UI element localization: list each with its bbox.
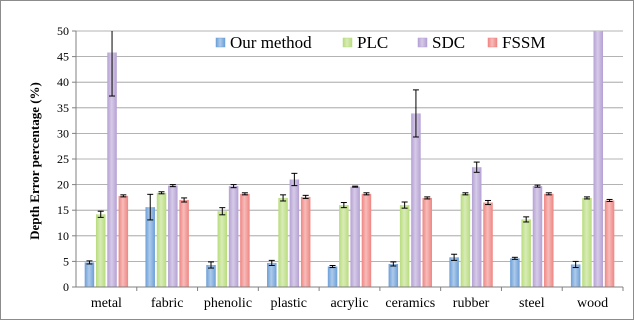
legend-label: PLC	[357, 33, 388, 52]
bar-our-method-metal	[84, 262, 95, 287]
y-tick-label: 30	[57, 126, 69, 140]
legend-swatch	[342, 37, 353, 48]
bar-our-method-plastic	[267, 262, 277, 287]
gridlines	[76, 30, 623, 288]
y-tick-label: 0	[63, 280, 69, 294]
x-tick-label-rubber: rubber	[453, 296, 490, 311]
legend-swatch	[487, 37, 498, 48]
bar-fssm-acrylic	[361, 193, 372, 287]
y-tick-label: 20	[57, 178, 69, 192]
bar-series	[84, 31, 615, 288]
bar-sdc-steel	[532, 186, 543, 287]
y-tick-label: 5	[63, 254, 69, 268]
x-tick-label-steel: steel	[519, 296, 545, 311]
bar-fssm-metal	[118, 195, 129, 287]
bar-our-method-fabric	[145, 207, 155, 287]
x-tick-label-metal: metal	[91, 296, 122, 311]
bar-sdc-phenolic	[228, 186, 239, 287]
legend-swatch	[417, 37, 428, 48]
bar-sdc-acrylic	[350, 186, 360, 287]
y-tick-label: 35	[57, 101, 69, 115]
bar-plc-fabric	[156, 192, 167, 287]
bar-plc-plastic	[278, 197, 288, 287]
x-tick-label-acrylic: acrylic	[330, 296, 368, 311]
bar-fssm-ceramics	[422, 197, 432, 287]
legend-label: FSSM	[502, 33, 545, 52]
x-tick-label-phenolic: phenolic	[204, 296, 252, 311]
bar-fssm-fabric	[179, 199, 189, 287]
x-tick-label-ceramics: ceramics	[385, 296, 435, 311]
bar-plc-ceramics	[399, 205, 410, 287]
x-tick-label-wood: wood	[577, 296, 608, 311]
bar-fssm-steel	[544, 193, 554, 287]
y-tick-label: 15	[57, 203, 69, 217]
bar-our-method-rubber	[449, 257, 459, 287]
legend: Our method PLC SDC FSSM	[215, 33, 545, 52]
legend-swatch	[215, 37, 226, 48]
bar-our-method-acrylic	[327, 266, 338, 287]
y-tick-label: 25	[57, 152, 69, 166]
bar-plc-metal	[95, 214, 106, 287]
bar-plc-acrylic	[339, 205, 349, 287]
legend-label: Our method	[230, 33, 312, 52]
bar-plc-phenolic	[217, 211, 228, 287]
legend-label: SDC	[432, 33, 465, 52]
bar-sdc-ceramics	[411, 113, 421, 287]
bar-sdc-metal	[107, 52, 117, 288]
bar-sdc-wood	[593, 31, 604, 287]
y-tick-label: 40	[57, 75, 69, 89]
y-tick-label: 50	[57, 24, 69, 38]
x-tick-label-plastic: plastic	[270, 296, 307, 311]
bar-fssm-plastic	[300, 196, 311, 287]
bar-our-method-phenolic	[206, 264, 216, 287]
y-tick-label: 10	[57, 229, 69, 243]
bar-sdc-plastic	[289, 179, 300, 287]
bar-our-method-steel	[510, 258, 520, 287]
bar-sdc-rubber	[471, 167, 482, 287]
bar-fssm-phenolic	[240, 193, 250, 287]
bar-our-method-wood	[570, 264, 581, 287]
axes: 0 5 10 15 20 25 30 35 40 45 50 metal fabric phenolic p…	[57, 24, 624, 311]
bar-sdc-fabric	[168, 185, 178, 287]
bar-plc-wood	[582, 197, 592, 287]
bar-plc-rubber	[460, 193, 471, 287]
y-axis-title: Depth Error percentage (%)	[27, 82, 42, 240]
bar-our-method-ceramics	[388, 263, 399, 287]
bar-fssm-wood	[604, 200, 615, 287]
bar-fssm-rubber	[483, 202, 493, 287]
bar-plc-steel	[521, 219, 531, 287]
x-tick-label-fabric: fabric	[151, 296, 184, 311]
y-tick-label: 45	[57, 50, 69, 64]
